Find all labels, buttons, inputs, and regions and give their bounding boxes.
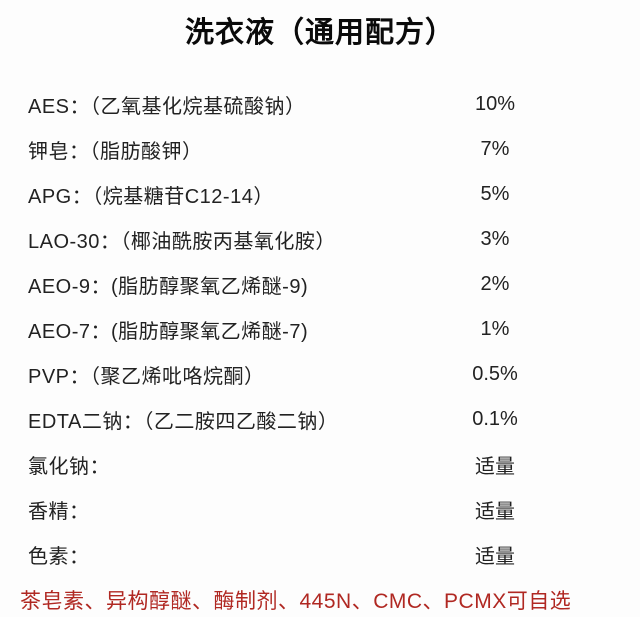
ingredient-amount: 0.5% xyxy=(472,363,518,385)
ingredient-row-potassium-soap: 钾皂：（脂肪酸钾） 7% xyxy=(0,127,640,172)
ingredient-row-sodium-chloride: 氯化钠： 适量 xyxy=(0,442,640,487)
ingredient-label: 色素： xyxy=(28,546,90,568)
ingredient-row-aeo9: AEO-9：(脂肪醇聚氧乙烯醚-9) 2% xyxy=(0,262,640,307)
ingredient-row-colorant: 色素： 适量 xyxy=(0,532,640,577)
ingredient-label: 香精： xyxy=(28,501,90,523)
ingredient-row-apg: APG：（烷基糖苷C12-14） 5% xyxy=(0,172,640,217)
page-title: 洗衣液（通用配方） xyxy=(184,17,455,49)
ingredient-row-lao30: LAO-30：（椰油酰胺丙基氧化胺） 3% xyxy=(0,217,640,262)
ingredient-amount: 3% xyxy=(480,228,510,250)
ingredient-amount: 适量 xyxy=(475,456,515,478)
ingredient-amount: 适量 xyxy=(475,501,515,523)
optional-additives-note: 茶皂素、异构醇醚、酶制剂、445N、CMC、PCMX可自选 xyxy=(20,590,572,613)
ingredient-label: EDTA二钠：（乙二胺四乙酸二钠） xyxy=(28,411,339,433)
ingredient-amount: 7% xyxy=(480,138,510,160)
ingredient-row-aeo7: AEO-7：(脂肪醇聚氧乙烯醚-7) 1% xyxy=(0,307,640,352)
ingredient-label: AEO-7：(脂肪醇聚氧乙烯醚-7) xyxy=(28,321,309,343)
ingredient-row-aes: AES：（乙氧基化烷基硫酸钠） 10% xyxy=(0,82,640,127)
ingredient-label: PVP：（聚乙烯吡咯烷酮） xyxy=(28,366,265,388)
ingredient-label: 钾皂：（脂肪酸钾） xyxy=(28,141,203,163)
ingredient-row-edta: EDTA二钠：（乙二胺四乙酸二钠） 0.1% xyxy=(0,397,640,442)
ingredient-label: LAO-30：（椰油酰胺丙基氧化胺） xyxy=(28,231,336,253)
ingredient-label: APG：（烷基糖苷C12-14） xyxy=(28,186,274,208)
ingredient-label: AES：（乙氧基化烷基硫酸钠） xyxy=(28,96,306,118)
ingredient-amount: 适量 xyxy=(475,546,515,568)
ingredient-amount: 10% xyxy=(474,93,516,115)
ingredient-amount: 1% xyxy=(480,318,510,340)
ingredient-label: AEO-9：(脂肪醇聚氧乙烯醚-9) xyxy=(28,276,309,298)
ingredient-row-fragrance: 香精： 适量 xyxy=(0,487,640,532)
ingredient-list: AES：（乙氧基化烷基硫酸钠） 10% 钾皂：（脂肪酸钾） 7% APG：（烷基… xyxy=(0,82,640,577)
ingredient-row-pvp: PVP：（聚乙烯吡咯烷酮） 0.5% xyxy=(0,352,640,397)
ingredient-label: 氯化钠： xyxy=(28,456,110,478)
ingredient-amount: 5% xyxy=(480,183,510,205)
ingredient-amount: 0.1% xyxy=(472,408,518,430)
ingredient-amount: 2% xyxy=(480,273,510,295)
